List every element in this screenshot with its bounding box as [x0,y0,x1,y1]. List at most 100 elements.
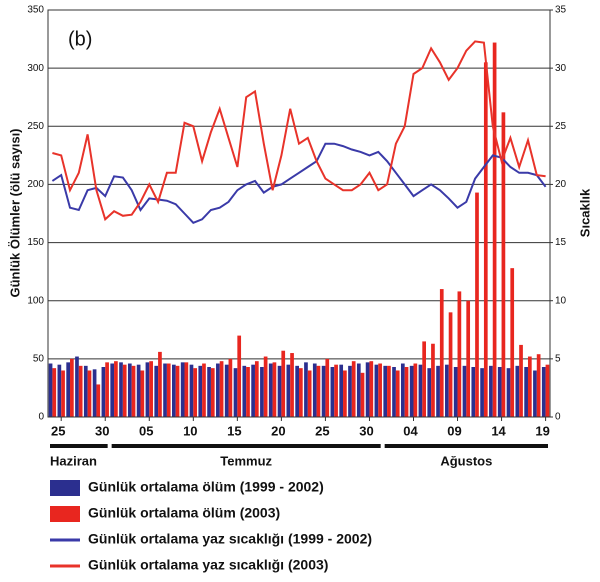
bar [453,366,458,417]
bar [210,368,215,417]
bar [184,362,189,417]
bar [330,366,335,417]
bar [140,370,145,417]
bar [290,353,294,417]
bar [251,364,255,417]
bar [149,361,153,417]
x-tick-label: 14 [491,423,506,438]
bar [404,366,409,417]
bar [527,356,532,417]
bar [489,365,493,417]
legend-swatch [50,506,80,522]
month-bar [384,444,548,448]
bar [392,366,396,417]
bar [277,365,282,417]
bar [87,370,92,417]
bar [105,362,109,417]
bar [475,192,479,417]
bar [304,362,308,417]
month-label: Ağustos [440,453,492,468]
y2-tick-label: 25 [555,121,567,132]
bar [413,363,418,417]
y2-tick-label: 5 [555,353,561,364]
bar [286,364,291,417]
bar [471,366,476,417]
bar [339,364,344,417]
bar [445,364,449,417]
bar [400,363,405,417]
bar [78,365,83,417]
bar [348,365,352,417]
bar [145,362,150,417]
bar [66,362,71,417]
bar [48,363,53,417]
line [51,142,547,224]
bar [365,362,370,417]
bar [483,62,488,417]
bar [254,361,259,417]
bar [136,364,141,417]
bar [497,366,502,417]
bar [154,365,159,417]
bar [462,365,467,417]
y2-axis-label: Sıcaklık [577,188,592,237]
y-tick-label: 50 [33,353,45,364]
bar [172,364,176,417]
bar [457,291,462,417]
bar [110,363,115,417]
x-tick-label: 10 [183,423,197,438]
y2-tick-label: 10 [555,295,567,306]
month-bar [50,444,108,448]
bar [395,370,400,417]
bar [260,366,264,417]
bar [193,368,198,417]
bar [307,370,312,417]
bar [52,368,57,417]
bar [378,363,382,417]
bar [506,368,511,417]
bar [119,362,123,417]
bar [545,364,550,417]
bar [316,365,321,417]
x-tick-label: 05 [139,423,153,438]
bar [383,365,388,417]
bar [281,350,286,417]
bar [224,364,229,417]
x-tick-label: 09 [447,423,461,438]
bar [466,300,471,417]
bar [189,364,194,417]
bar [96,384,101,417]
y2-tick-label: 20 [555,179,567,190]
bar [127,363,132,417]
bar [515,365,520,417]
bar [431,343,435,417]
y-tick-label: 100 [27,295,44,306]
x-tick-label: 20 [271,423,285,438]
bar [216,363,220,417]
annotation: (b) [68,28,92,50]
bar [356,363,361,417]
bar [101,366,106,417]
legend-label: Günlük ortalama yaz sıcaklığı (1999 - 20… [88,531,372,547]
x-tick-label: 30 [95,423,109,438]
y2-tick-label: 30 [555,63,567,74]
bar [92,369,97,417]
bar [422,341,426,417]
bar [57,364,62,417]
month-bar [111,444,381,448]
y2-tick-label: 0 [555,412,561,423]
bar [409,365,414,417]
bar [242,365,247,417]
bar [233,368,238,417]
x-tick-label: 19 [535,423,549,438]
x-tick-label: 25 [315,423,329,438]
bar [228,358,233,417]
bar [510,268,515,417]
bar [61,370,65,417]
bar [436,365,440,417]
y-tick-label: 300 [27,63,44,74]
bar [180,362,185,417]
bar [374,364,379,417]
